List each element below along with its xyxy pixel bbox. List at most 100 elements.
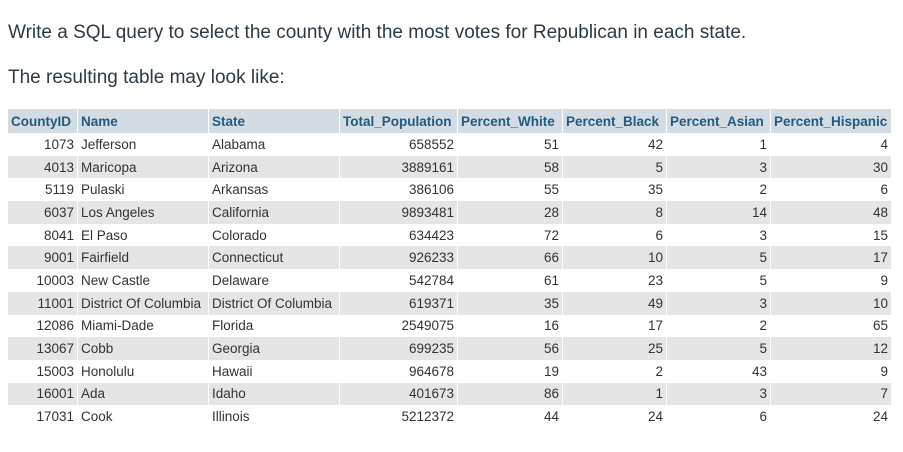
percent-hispanic-cell: 30 [770,155,892,179]
table-row: 8041 El Paso Colorado 634423 72 6 3 15 [8,223,892,247]
countyid-cell: 16001 [8,382,78,406]
percent-asian-cell: 3 [666,223,771,247]
percent-black-cell: 6 [562,223,667,247]
percent-asian-cell: 2 [666,178,771,202]
state-cell: Colorado [208,223,340,247]
percent-black-cell: 23 [562,269,667,292]
percent-white-cell: 55 [457,178,563,202]
column-header-percent-black: Percent_Black [562,109,667,133]
total-population-cell: 401673 [339,382,458,406]
state-cell: Hawaii [208,359,340,383]
name-cell: Fairfield [77,246,209,270]
percent-white-cell: 61 [457,269,563,292]
column-header-percent-hispanic: Percent_Hispanic [770,109,892,133]
state-cell: Connecticut [208,246,340,270]
state-cell: Florida [208,314,340,338]
state-cell: Illinois [208,405,340,428]
total-population-cell: 5212372 [339,405,458,428]
countyid-cell: 9001 [8,246,78,270]
percent-black-cell: 2 [562,359,667,383]
results-table: CountyID Name State Total_Population Per… [8,109,892,428]
percent-hispanic-cell: 4 [770,133,892,156]
name-cell: Miami-Dade [77,314,209,338]
total-population-cell: 2549075 [339,314,458,338]
state-cell: District Of Columbia [208,291,340,315]
table-row: 1073 Jefferson Alabama 658552 51 42 1 4 [8,133,892,156]
name-cell: Ada [77,382,209,406]
percent-black-cell: 1 [562,382,667,406]
table-row: 15003 Honolulu Hawaii 964678 19 2 43 9 [8,359,892,383]
percent-hispanic-cell: 12 [770,337,892,360]
percent-black-cell: 49 [562,291,667,315]
percent-asian-cell: 6 [666,405,771,428]
state-cell: Delaware [208,269,340,292]
percent-hispanic-cell: 7 [770,382,892,406]
percent-asian-cell: 3 [666,382,771,406]
state-cell: Idaho [208,382,340,406]
table-row: 4013 Maricopa Arizona 3889161 58 5 3 30 [8,155,892,179]
percent-black-cell: 5 [562,155,667,179]
percent-asian-cell: 14 [666,201,771,224]
column-header-percent-asian: Percent_Asian [666,109,771,133]
percent-asian-cell: 2 [666,314,771,338]
total-population-cell: 634423 [339,223,458,247]
countyid-cell: 10003 [8,269,78,292]
countyid-cell: 6037 [8,201,78,224]
name-cell: El Paso [77,223,209,247]
total-population-cell: 3889161 [339,155,458,179]
column-header-state: State [208,109,340,133]
percent-asian-cell: 5 [666,269,771,292]
state-cell: Arkansas [208,178,340,202]
countyid-cell: 15003 [8,359,78,383]
name-cell: Cobb [77,337,209,360]
state-cell: California [208,201,340,224]
percent-black-cell: 17 [562,314,667,338]
countyid-cell: 17031 [8,405,78,428]
percent-hispanic-cell: 10 [770,291,892,315]
percent-black-cell: 24 [562,405,667,428]
table-row: 13067 Cobb Georgia 699235 56 25 5 12 [8,337,892,360]
column-header-name: Name [77,109,209,133]
percent-white-cell: 44 [457,405,563,428]
percent-asian-cell: 3 [666,291,771,315]
name-cell: Maricopa [77,155,209,179]
question-prompt: Write a SQL query to select the county w… [8,22,747,43]
name-cell: New Castle [77,269,209,292]
percent-asian-cell: 43 [666,359,771,383]
total-population-cell: 926233 [339,246,458,270]
name-cell: Los Angeles [77,201,209,224]
countyid-cell: 11001 [8,291,78,315]
table-intro: The resulting table may look like: [8,67,285,88]
countyid-cell: 1073 [8,133,78,156]
total-population-cell: 658552 [339,133,458,156]
name-cell: Pulaski [77,178,209,202]
percent-white-cell: 35 [457,291,563,315]
percent-hispanic-cell: 48 [770,201,892,224]
state-cell: Alabama [208,133,340,156]
name-cell: District Of Columbia [77,291,209,315]
percent-hispanic-cell: 6 [770,178,892,202]
percent-black-cell: 10 [562,246,667,270]
table-row: 6037 Los Angeles California 9893481 28 8 14 48 [8,201,892,224]
table-row: 11001 District Of Columbia District Of Col… [8,291,892,315]
table-row: 10003 New Castle Delaware 542784 61 23 5 9 [8,269,892,292]
percent-hispanic-cell: 65 [770,314,892,338]
percent-black-cell: 8 [562,201,667,224]
percent-white-cell: 58 [457,155,563,179]
total-population-cell: 542784 [339,269,458,292]
percent-asian-cell: 5 [666,337,771,360]
countyid-cell: 8041 [8,223,78,247]
countyid-cell: 12086 [8,314,78,338]
table-row: 17031 Cook Illinois 5212372 44 24 6 24 [8,405,892,428]
percent-hispanic-cell: 15 [770,223,892,247]
percent-hispanic-cell: 17 [770,246,892,270]
total-population-cell: 699235 [339,337,458,360]
percent-hispanic-cell: 24 [770,405,892,428]
header-row: CountyID Name State Total_Population Per… [8,109,892,133]
percent-white-cell: 66 [457,246,563,270]
countyid-cell: 13067 [8,337,78,360]
percent-hispanic-cell: 9 [770,269,892,292]
percent-asian-cell: 3 [666,155,771,179]
countyid-cell: 4013 [8,155,78,179]
total-population-cell: 386106 [339,178,458,202]
